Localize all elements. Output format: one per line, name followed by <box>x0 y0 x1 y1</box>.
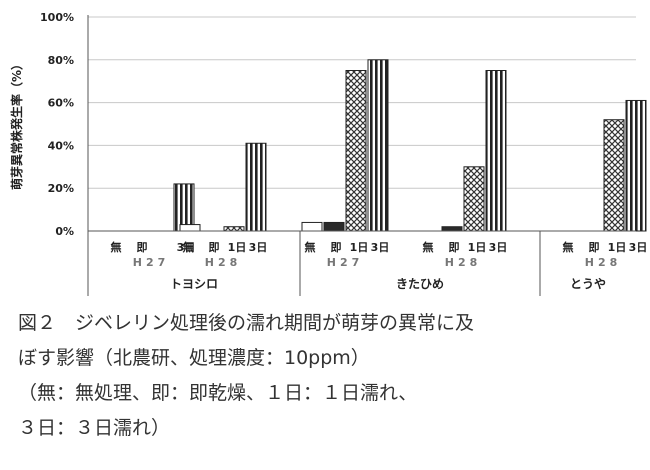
treatment-label: 3日 <box>629 241 648 254</box>
bar <box>367 59 389 232</box>
treatment-label: 3日 <box>177 241 196 254</box>
year-label: H28 <box>205 256 242 269</box>
treatment-label: 無 <box>305 240 316 254</box>
year-label: H27 <box>327 256 364 269</box>
caption-line-3: （無：無処理、即：即乾燥、１日：１日濡れ、 <box>18 382 418 404</box>
treatment-label: 即 <box>209 241 220 254</box>
treatment-label: 即 <box>449 241 460 254</box>
bar <box>441 226 463 232</box>
y-tick-label: 0% <box>55 225 74 238</box>
treatment-label: 無 <box>111 240 122 254</box>
bar <box>485 70 507 232</box>
treatment-label: 1日 <box>468 241 487 254</box>
bar <box>463 166 485 232</box>
treatment-label: 無 <box>183 240 194 254</box>
y-tick-label: 60% <box>48 97 74 110</box>
treatment-label: 無 <box>423 240 434 254</box>
y-axis-title: 萌芽異常株発生率（%） <box>9 58 24 190</box>
year-label: H28 <box>585 256 622 269</box>
bar <box>179 224 201 232</box>
bar <box>223 226 245 232</box>
bar-chart: 0% 20% 40% 60% 80% 100% 萌芽異常株発生率（%） 無 即 3日 H27 無 即 1日… <box>9 11 647 296</box>
treatment-label: 無 <box>563 240 574 254</box>
bar <box>301 221 323 232</box>
y-tick-label: 100% <box>40 11 74 24</box>
cultivar-label: トヨシロ <box>170 277 218 291</box>
caption-line-2: ぼす影響（北農研、処理濃度：10ppm） <box>18 347 370 369</box>
treatment-label: 3日 <box>489 241 508 254</box>
treatment-label: 即 <box>589 241 600 254</box>
labels-layer: 0% 20% 40% 60% 80% 100% 萌芽異常株発生率（%） 無 即 3日 H27 無 即 1日… <box>9 11 647 291</box>
treatment-label: 即 <box>137 241 148 254</box>
caption-line-1: 図２ ジベレリン処理後の濡れ期間が萌芽の異常に及 <box>18 312 475 334</box>
figure-caption: 図２ ジベレリン処理後の濡れ期間が萌芽の異常に及 ぼす影響（北農研、処理濃度：1… <box>18 306 643 446</box>
bar <box>345 70 367 232</box>
year-label: H27 <box>133 256 170 269</box>
caption-line-4: ３日：３日濡れ） <box>18 417 171 439</box>
bar <box>603 119 625 232</box>
treatment-label: 3日 <box>249 241 268 254</box>
y-tick-label: 40% <box>48 139 74 152</box>
treatment-label: 3日 <box>371 241 390 254</box>
cultivar-label: きたひめ <box>396 277 444 291</box>
treatment-label: 即 <box>331 241 342 254</box>
bar <box>323 221 345 232</box>
cultivar-label: とうや <box>570 277 606 291</box>
bar <box>625 99 647 232</box>
y-tick-label: 80% <box>48 54 74 67</box>
treatment-label: 1日 <box>608 241 627 254</box>
bars-layer <box>173 59 647 232</box>
y-tick-label: 20% <box>48 182 74 195</box>
axis-layer <box>87 15 636 296</box>
treatment-label: 1日 <box>350 241 369 254</box>
bar <box>173 183 195 232</box>
bar <box>245 142 267 232</box>
year-label: H28 <box>445 256 482 269</box>
treatment-label: 1日 <box>228 241 247 254</box>
